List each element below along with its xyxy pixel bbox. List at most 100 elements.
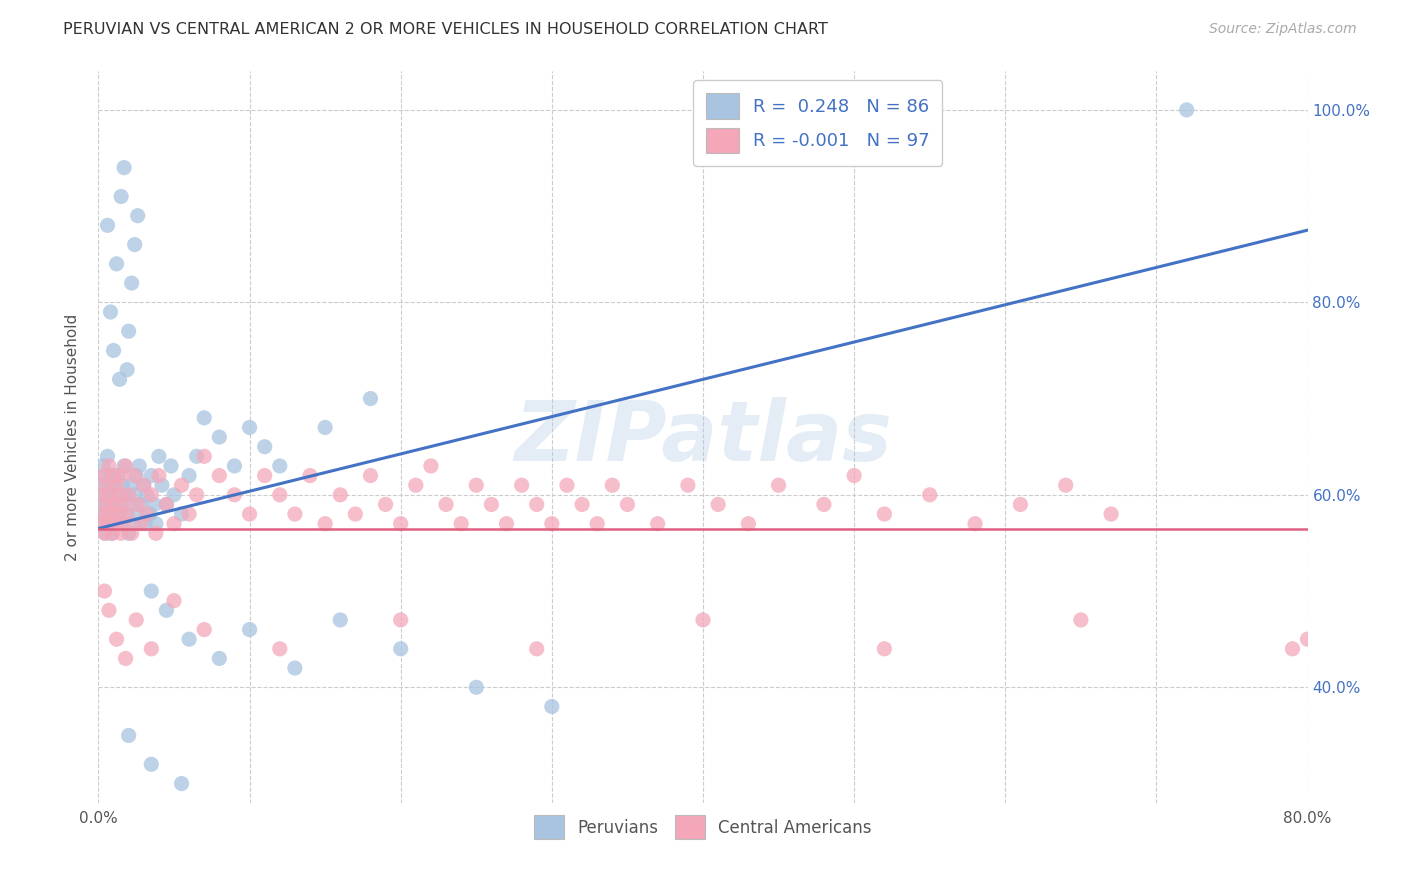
Point xyxy=(132,478,155,492)
Point xyxy=(118,488,141,502)
Point xyxy=(208,430,231,444)
Point xyxy=(602,478,624,492)
Point xyxy=(193,450,215,464)
Point xyxy=(103,343,125,358)
Point xyxy=(124,488,146,502)
Point xyxy=(616,498,638,512)
Point xyxy=(141,641,163,656)
Point xyxy=(1175,103,1198,117)
Point xyxy=(1296,632,1319,647)
Point xyxy=(160,458,183,473)
Point xyxy=(127,498,149,512)
Point xyxy=(93,468,115,483)
Point xyxy=(114,458,136,473)
Point xyxy=(100,507,122,521)
Point xyxy=(314,516,336,531)
Legend: Peruvians, Central Americans: Peruvians, Central Americans xyxy=(527,809,879,846)
Point xyxy=(540,516,562,531)
Point xyxy=(121,478,143,492)
Point xyxy=(111,498,134,512)
Point xyxy=(91,507,114,521)
Point xyxy=(110,526,132,541)
Point xyxy=(103,468,125,483)
Point xyxy=(918,488,941,502)
Point xyxy=(813,498,835,512)
Point xyxy=(105,488,128,502)
Point xyxy=(186,488,208,502)
Point xyxy=(965,516,987,531)
Point xyxy=(844,468,866,483)
Point xyxy=(208,651,231,665)
Point xyxy=(450,516,472,531)
Point xyxy=(239,420,262,434)
Point xyxy=(141,757,163,772)
Text: PERUVIAN VS CENTRAL AMERICAN 2 OR MORE VEHICLES IN HOUSEHOLD CORRELATION CHART: PERUVIAN VS CENTRAL AMERICAN 2 OR MORE V… xyxy=(63,22,828,37)
Point xyxy=(91,458,114,473)
Point xyxy=(96,219,118,233)
Point xyxy=(481,498,503,512)
Point xyxy=(94,526,117,541)
Point xyxy=(510,478,533,492)
Point xyxy=(112,458,135,473)
Point xyxy=(110,189,132,203)
Point xyxy=(526,498,548,512)
Point xyxy=(105,632,128,647)
Point xyxy=(93,526,115,541)
Point xyxy=(389,516,412,531)
Point xyxy=(405,478,427,492)
Point xyxy=(179,468,201,483)
Point xyxy=(110,516,132,531)
Point xyxy=(121,276,143,290)
Point xyxy=(647,516,669,531)
Point xyxy=(104,516,127,531)
Text: ZIPatlas: ZIPatlas xyxy=(515,397,891,477)
Point xyxy=(104,516,127,531)
Point xyxy=(389,613,412,627)
Point xyxy=(163,593,186,607)
Point xyxy=(98,478,121,492)
Point xyxy=(94,478,117,492)
Point xyxy=(107,507,129,521)
Point xyxy=(179,507,201,521)
Point xyxy=(98,516,121,531)
Point xyxy=(1054,478,1077,492)
Point xyxy=(103,478,125,492)
Point xyxy=(495,516,517,531)
Point xyxy=(100,488,122,502)
Point xyxy=(100,488,122,502)
Point xyxy=(124,468,146,483)
Point xyxy=(143,498,166,512)
Point xyxy=(1070,613,1092,627)
Point xyxy=(170,776,193,790)
Point xyxy=(98,458,121,473)
Point xyxy=(465,681,488,695)
Point xyxy=(96,450,118,464)
Point xyxy=(239,623,262,637)
Text: Source: ZipAtlas.com: Source: ZipAtlas.com xyxy=(1209,22,1357,37)
Point xyxy=(170,478,193,492)
Point xyxy=(108,372,131,386)
Point xyxy=(129,498,152,512)
Point xyxy=(1099,507,1122,521)
Point xyxy=(93,584,115,599)
Point xyxy=(314,420,336,434)
Point xyxy=(135,507,157,521)
Point xyxy=(115,507,138,521)
Point xyxy=(737,516,759,531)
Point xyxy=(96,498,118,512)
Point xyxy=(108,488,131,502)
Point xyxy=(707,498,730,512)
Point xyxy=(555,478,578,492)
Point xyxy=(94,498,117,512)
Y-axis label: 2 or more Vehicles in Household: 2 or more Vehicles in Household xyxy=(65,313,80,561)
Point xyxy=(540,699,562,714)
Point xyxy=(141,468,163,483)
Point xyxy=(120,498,142,512)
Point xyxy=(571,498,593,512)
Point xyxy=(127,507,149,521)
Point xyxy=(107,507,129,521)
Point xyxy=(91,468,114,483)
Point xyxy=(108,498,131,512)
Point xyxy=(155,498,177,512)
Point xyxy=(125,468,148,483)
